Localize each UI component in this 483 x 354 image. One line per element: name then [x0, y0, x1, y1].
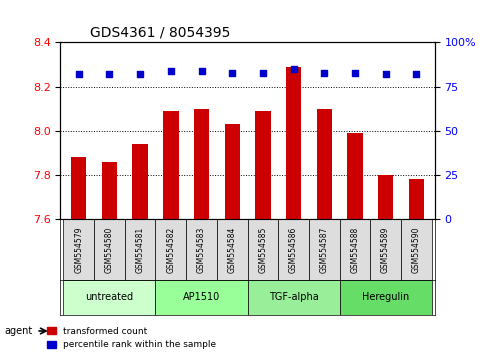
Bar — [71, 157, 86, 219]
FancyBboxPatch shape — [278, 219, 309, 280]
Text: GSM554581: GSM554581 — [136, 226, 144, 273]
Point — [228, 70, 236, 75]
Text: GDS4361 / 8054395: GDS4361 / 8054395 — [90, 26, 231, 40]
FancyBboxPatch shape — [125, 219, 156, 280]
Point — [106, 72, 114, 77]
Bar — [163, 111, 179, 219]
Bar — [194, 109, 209, 219]
Text: GSM554584: GSM554584 — [227, 226, 237, 273]
FancyBboxPatch shape — [248, 280, 340, 315]
FancyBboxPatch shape — [401, 219, 432, 280]
FancyBboxPatch shape — [248, 219, 278, 280]
FancyBboxPatch shape — [340, 280, 432, 315]
Text: GSM554587: GSM554587 — [320, 226, 329, 273]
Bar — [255, 111, 270, 219]
Bar — [132, 144, 148, 219]
FancyBboxPatch shape — [94, 219, 125, 280]
Point — [320, 70, 328, 75]
Bar — [409, 179, 424, 219]
Point — [290, 66, 298, 72]
Text: AP1510: AP1510 — [183, 292, 220, 302]
Text: GSM554580: GSM554580 — [105, 226, 114, 273]
FancyBboxPatch shape — [217, 219, 248, 280]
Point — [259, 70, 267, 75]
Text: GSM554585: GSM554585 — [258, 226, 268, 273]
Bar — [347, 133, 363, 219]
Bar — [316, 109, 332, 219]
FancyBboxPatch shape — [63, 280, 156, 315]
Text: agent: agent — [5, 326, 33, 336]
Text: GSM554586: GSM554586 — [289, 226, 298, 273]
Point — [75, 72, 83, 77]
Text: untreated: untreated — [85, 292, 133, 302]
Text: GSM554579: GSM554579 — [74, 226, 83, 273]
FancyBboxPatch shape — [340, 219, 370, 280]
FancyBboxPatch shape — [63, 219, 94, 280]
Point — [136, 72, 144, 77]
Legend: transformed count, percentile rank within the sample: transformed count, percentile rank withi… — [43, 323, 220, 353]
FancyBboxPatch shape — [156, 280, 248, 315]
Point — [412, 72, 420, 77]
Point — [351, 70, 359, 75]
Point — [382, 72, 389, 77]
FancyBboxPatch shape — [186, 219, 217, 280]
Text: Heregulin: Heregulin — [362, 292, 409, 302]
Text: GSM554590: GSM554590 — [412, 226, 421, 273]
Text: GSM554588: GSM554588 — [351, 226, 359, 273]
Bar — [225, 124, 240, 219]
Text: TGF-alpha: TGF-alpha — [269, 292, 318, 302]
Text: GSM554583: GSM554583 — [197, 226, 206, 273]
Point — [198, 68, 205, 74]
Text: GSM554582: GSM554582 — [166, 226, 175, 273]
Bar — [378, 175, 393, 219]
FancyBboxPatch shape — [370, 219, 401, 280]
Point — [167, 68, 175, 74]
FancyBboxPatch shape — [309, 219, 340, 280]
FancyBboxPatch shape — [156, 219, 186, 280]
Text: GSM554589: GSM554589 — [381, 226, 390, 273]
Bar — [286, 67, 301, 219]
Bar — [102, 162, 117, 219]
